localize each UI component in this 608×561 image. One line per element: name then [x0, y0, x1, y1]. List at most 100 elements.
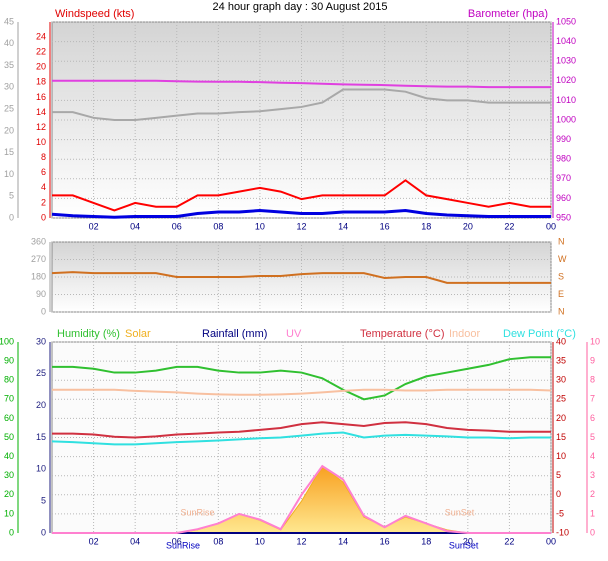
y-tick-label: 90 [4, 355, 14, 365]
direction-label: N [558, 306, 565, 316]
y-tick-label: 10 [556, 451, 566, 461]
page-title: 24 hour graph day : 30 August 2015 [213, 1, 388, 13]
y-tick-label: 0 [41, 527, 46, 537]
x-tick-label: 20 [463, 221, 473, 231]
y-tick-label: 12 [36, 122, 46, 132]
axis-title: Barometer (hpa) [468, 8, 548, 20]
y-tick-label: 1010 [556, 95, 576, 105]
y-tick-label: 100 [0, 336, 14, 346]
y-tick-label: 15 [36, 432, 46, 442]
legend-label: Indoor [449, 328, 481, 340]
y-tick-label: -10 [556, 527, 569, 537]
y-tick-label: 0 [590, 527, 595, 537]
x-tick-label: 18 [421, 221, 431, 231]
y-tick-label: 10 [36, 137, 46, 147]
y-tick-label: 10 [590, 336, 600, 346]
y-tick-label: 25 [36, 368, 46, 378]
y-tick-label: 90 [36, 289, 46, 299]
y-tick-label: 30 [4, 82, 14, 92]
y-tick-label: 5 [41, 496, 46, 506]
y-tick-label: 15 [4, 147, 14, 157]
y-tick-label: 4 [41, 182, 46, 192]
sun-marker: SunSet [449, 540, 479, 550]
x-tick-label: 14 [338, 536, 348, 546]
y-tick-label: 16 [36, 92, 46, 102]
direction-label: W [558, 254, 567, 264]
y-tick-label: 960 [556, 193, 571, 203]
y-tick-label: 30 [4, 470, 14, 480]
y-tick-label: 35 [556, 355, 566, 365]
y-tick-label: 24 [36, 31, 46, 41]
direction-label: E [558, 289, 564, 299]
y-tick-label: 15 [556, 432, 566, 442]
y-tick-label: 6 [41, 167, 46, 177]
y-tick-label: 3 [590, 470, 595, 480]
x-tick-label: 04 [130, 536, 140, 546]
y-tick-label: 10 [4, 169, 14, 179]
y-tick-label: 5 [9, 191, 14, 201]
line [52, 356, 551, 401]
x-tick-label: 12 [296, 221, 306, 231]
y-tick-label: 14 [36, 107, 46, 117]
y-tick-label: 2 [41, 197, 46, 207]
y-tick-label: 8 [590, 375, 595, 385]
y-tick-label: 25 [556, 394, 566, 404]
annotation: SunRise [181, 507, 215, 517]
y-tick-label: 5 [556, 470, 561, 480]
direction-label: S [558, 271, 564, 281]
x-tick-label: 08 [213, 536, 223, 546]
line [52, 79, 551, 89]
x-tick-label: 20 [463, 536, 473, 546]
x-tick-label: 10 [255, 536, 265, 546]
y-tick-label: 80 [4, 375, 14, 385]
line [52, 464, 551, 534]
y-tick-label: 5 [590, 432, 595, 442]
x-tick-label: 02 [89, 536, 99, 546]
x-tick-label: 00 [546, 536, 556, 546]
legend-label: Solar [125, 328, 151, 340]
y-tick-label: 4 [590, 451, 595, 461]
line [51, 208, 551, 219]
y-tick-label: 20 [4, 125, 14, 135]
legend-label: Dew Point (°C) [503, 328, 576, 340]
y-tick-label: 1000 [556, 114, 576, 124]
y-tick-label: 20 [556, 413, 566, 423]
legend-label: Temperature (°C) [360, 328, 444, 340]
y-tick-label: 1020 [556, 75, 576, 85]
x-tick-label: 16 [380, 536, 390, 546]
y-tick-label: 0 [9, 527, 14, 537]
y-tick-label: 40 [556, 336, 566, 346]
x-tick-label: 12 [296, 536, 306, 546]
x-tick-label: 00 [546, 221, 556, 231]
line [51, 271, 551, 284]
y-tick-label: 990 [556, 134, 571, 144]
x-tick-label: 02 [89, 221, 99, 231]
legend-label: Rainfall (mm) [202, 328, 267, 340]
y-tick-label: 9 [590, 355, 595, 365]
y-tick-label: 950 [556, 212, 571, 222]
y-tick-label: 0 [41, 306, 46, 316]
y-tick-label: 70 [4, 394, 14, 404]
line [51, 431, 551, 446]
y-tick-label: 35 [4, 60, 14, 70]
x-tick-label: 10 [255, 221, 265, 231]
y-tick-label: 50 [4, 432, 14, 442]
y-tick-label: 0 [41, 212, 46, 222]
x-tick-label: 06 [172, 536, 182, 546]
y-tick-label: 10 [36, 464, 46, 474]
x-tick-label: 22 [504, 536, 514, 546]
y-tick-label: 40 [4, 451, 14, 461]
y-tick-label: 270 [31, 254, 46, 264]
y-tick-label: 970 [556, 173, 571, 183]
x-tick-label: 18 [421, 536, 431, 546]
y-tick-label: 60 [4, 413, 14, 423]
x-tick-label: 22 [504, 221, 514, 231]
y-tick-label: -5 [556, 508, 564, 518]
y-tick-label: 45 [4, 16, 14, 26]
line [52, 179, 551, 212]
legend-label: UV [286, 328, 302, 340]
x-tick-label: 08 [213, 221, 223, 231]
y-tick-label: 30 [36, 336, 46, 346]
sun-marker: SunRise [166, 540, 200, 550]
